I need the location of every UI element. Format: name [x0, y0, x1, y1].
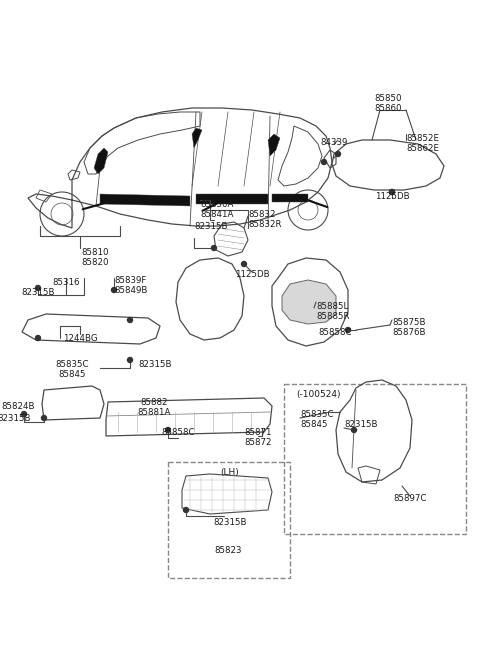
- Circle shape: [351, 428, 357, 432]
- Circle shape: [41, 415, 47, 421]
- Text: 1125DB: 1125DB: [375, 192, 409, 201]
- Polygon shape: [196, 194, 268, 204]
- Circle shape: [389, 190, 395, 194]
- Circle shape: [128, 318, 132, 323]
- Circle shape: [183, 507, 189, 512]
- Text: 85875B
85876B: 85875B 85876B: [392, 318, 425, 337]
- Text: 85897C: 85897C: [393, 494, 427, 503]
- Text: 85832
85832R: 85832 85832R: [248, 210, 281, 230]
- Text: 85885L
85885R: 85885L 85885R: [316, 302, 349, 321]
- Text: 82315B: 82315B: [21, 288, 55, 297]
- Polygon shape: [100, 194, 190, 206]
- Circle shape: [111, 288, 117, 293]
- Polygon shape: [272, 194, 308, 202]
- Circle shape: [389, 190, 395, 194]
- Text: 1244BG: 1244BG: [63, 334, 97, 343]
- Polygon shape: [192, 128, 202, 148]
- Text: 82315B: 82315B: [344, 420, 377, 429]
- Circle shape: [346, 327, 350, 333]
- Circle shape: [336, 151, 340, 156]
- Text: 1125DB: 1125DB: [235, 270, 269, 279]
- Text: 85839F
85849B: 85839F 85849B: [114, 276, 147, 295]
- Text: (LH): (LH): [221, 468, 240, 477]
- Text: 85858C: 85858C: [318, 328, 351, 337]
- Text: 85835C
85845: 85835C 85845: [300, 410, 334, 430]
- Text: 85882
85881A: 85882 85881A: [137, 398, 171, 417]
- Text: 82315B: 82315B: [0, 414, 31, 423]
- Text: 85824B: 85824B: [1, 402, 35, 411]
- Circle shape: [36, 286, 40, 291]
- Text: 85835C
85845: 85835C 85845: [55, 360, 89, 379]
- Text: 85823: 85823: [214, 546, 242, 555]
- Text: 82315B: 82315B: [194, 222, 228, 231]
- Text: 85858C: 85858C: [161, 428, 195, 437]
- Circle shape: [166, 428, 170, 432]
- Text: 85316: 85316: [52, 278, 80, 287]
- Text: 85830A
85841A: 85830A 85841A: [200, 200, 233, 220]
- Circle shape: [128, 357, 132, 363]
- Polygon shape: [282, 280, 336, 324]
- Circle shape: [212, 246, 216, 250]
- Circle shape: [36, 336, 40, 340]
- Polygon shape: [268, 134, 280, 156]
- Text: 85871
85872: 85871 85872: [244, 428, 272, 447]
- Text: (-100524): (-100524): [296, 390, 340, 399]
- Text: 85850
85860: 85850 85860: [374, 94, 402, 113]
- Polygon shape: [94, 148, 108, 174]
- Text: 85810
85820: 85810 85820: [81, 248, 109, 267]
- Text: 85852E
85862E: 85852E 85862E: [406, 134, 439, 153]
- Text: 82315B: 82315B: [213, 518, 247, 527]
- Circle shape: [22, 411, 26, 417]
- Circle shape: [241, 261, 247, 267]
- Text: 84339: 84339: [320, 138, 348, 147]
- Text: 82315B: 82315B: [138, 360, 171, 369]
- Circle shape: [322, 160, 326, 164]
